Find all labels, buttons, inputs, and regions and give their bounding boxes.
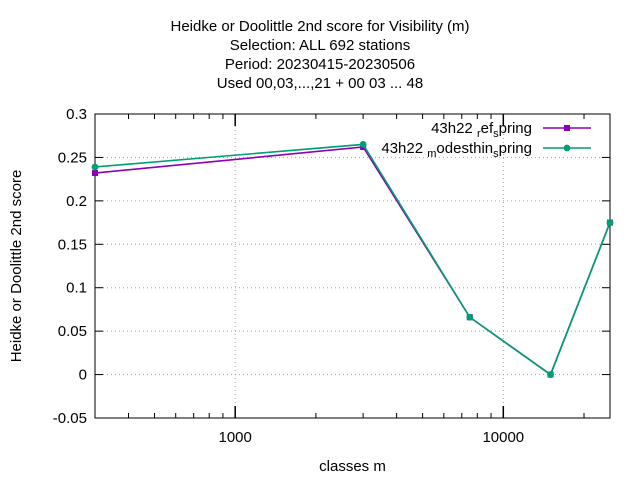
legend-label: 43h22 refspring (431, 120, 532, 140)
y-tick-label: 0.05 (58, 323, 87, 340)
chart-title-line-2: Selection: ALL 692 stations (229, 37, 411, 54)
x-tick-label: 1000 (219, 429, 252, 446)
legend-item-1: 43h22 refspring (431, 120, 591, 140)
y-tick-label: 0.1 (66, 280, 87, 297)
chart-title-line-4: Used 00,03,...,21 + 00 03 ... 48 (216, 75, 424, 92)
series-1 (92, 144, 613, 378)
data-point (92, 170, 98, 177)
x-axis-label: classes m (319, 458, 386, 475)
y-tick-label: 0.25 (58, 149, 87, 166)
legend-marker (564, 125, 570, 131)
data-point (359, 141, 367, 148)
x-axis-ticks: 1000 10000 (219, 114, 524, 446)
plot-frame (94, 113, 611, 419)
data-point (91, 163, 99, 171)
series-line (94, 146, 611, 376)
x-minor-ticks (127, 114, 585, 418)
legend-label: 43h22 modesthinspring (381, 140, 532, 160)
y-tick-label: -0.05 (53, 410, 87, 427)
chart-title-line-3: Period: 20230415-20230506 (224, 56, 416, 73)
series-2 (91, 141, 614, 378)
y-tick-label: 0.15 (58, 236, 87, 253)
data-point (547, 371, 554, 378)
y-axis-label: Heidke or Doolittle 2nd score (8, 170, 25, 363)
data-point (606, 219, 614, 226)
y-tick-label: 0.3 (66, 106, 87, 123)
legend-marker (563, 144, 571, 152)
y-tick-label: 0.2 (66, 193, 87, 210)
x-tick-label: 10000 (482, 429, 524, 446)
legend-item-2: 43h22 modesthinspring (381, 140, 591, 160)
y-tick-label: 0 (79, 367, 87, 384)
data-point (466, 313, 474, 321)
series-layer (91, 141, 614, 378)
chart-title-line-1: Heidke or Doolittle 2nd score for Visibi… (170, 18, 470, 35)
grid-lines (95, 114, 610, 418)
series-line (94, 143, 611, 376)
y-axis-ticks: -0.05 0 0.05 0.1 0.15 0.2 0.25 0.3 (53, 106, 610, 427)
